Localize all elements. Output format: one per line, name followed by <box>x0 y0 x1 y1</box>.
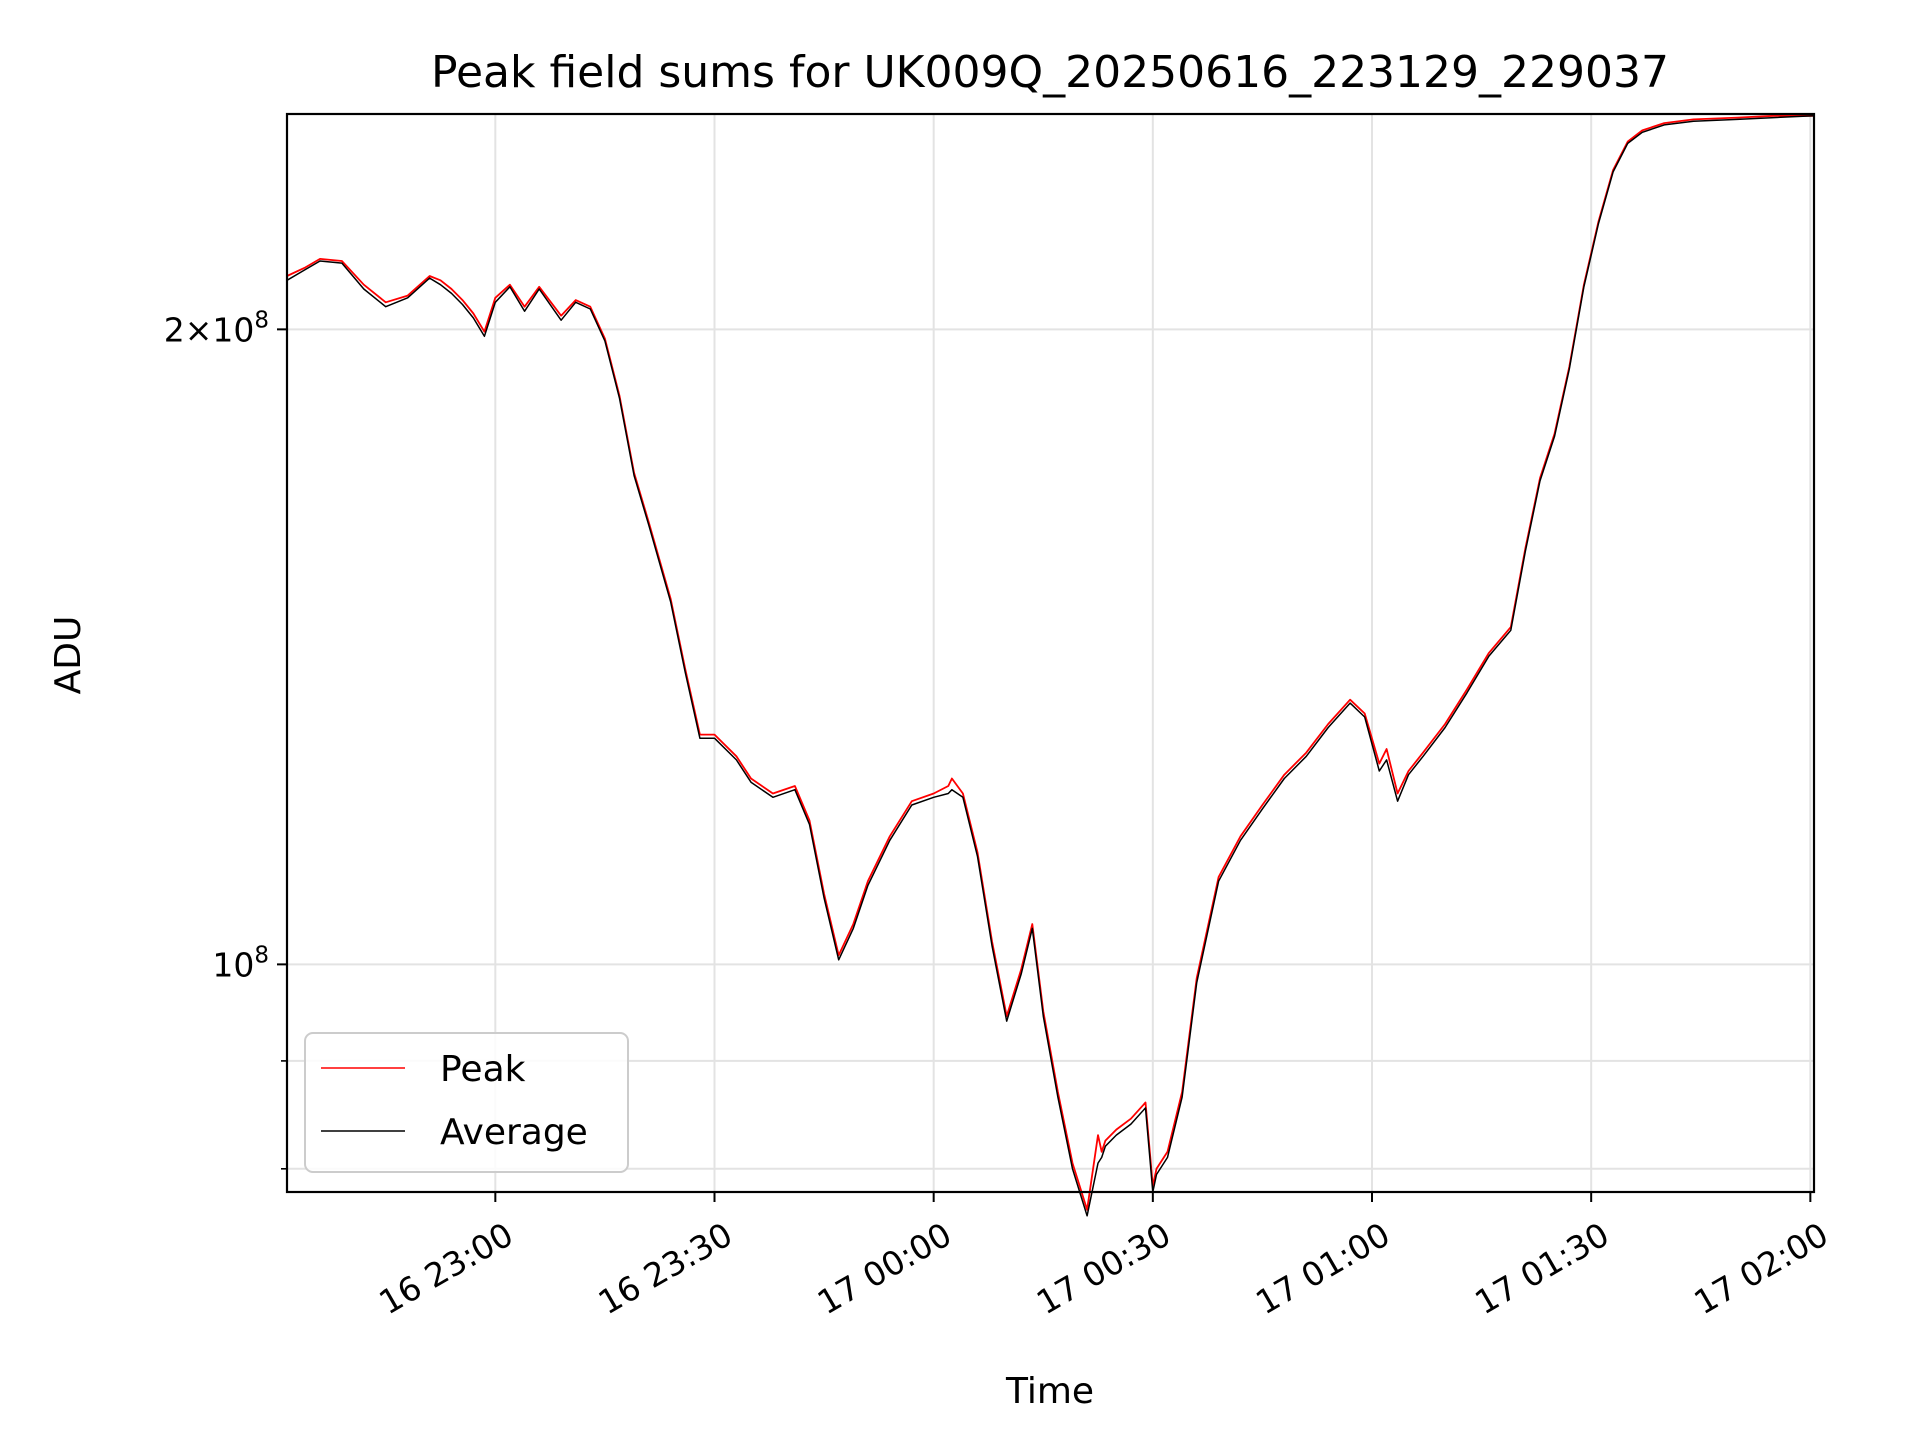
x-axis-label: Time <box>1005 1371 1094 1412</box>
series-line-average <box>286 115 1815 1217</box>
plot-frame <box>285 112 1816 1194</box>
series-line-peak <box>286 114 1814 1211</box>
legend: Peak Average <box>304 1032 629 1173</box>
legend-label-peak: Peak <box>440 1049 526 1090</box>
y-axis-label: ADU <box>48 616 89 695</box>
grid <box>287 114 1814 1192</box>
chart-title: Peak field sums for UK009Q_20250616_2231… <box>431 47 1669 98</box>
y-tick-label: 2×108 <box>164 307 269 349</box>
series-lines <box>286 114 1815 1217</box>
legend-label-average: Average <box>440 1112 588 1153</box>
